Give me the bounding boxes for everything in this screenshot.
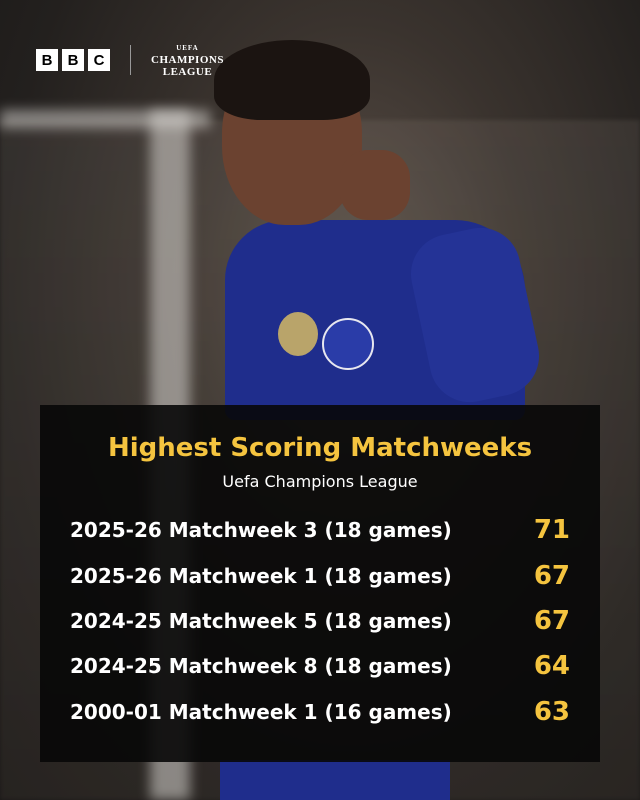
table-row: 2024-25 Matchweek 8 (18 games) 64 xyxy=(70,651,570,681)
player-fist xyxy=(340,150,410,220)
table-row: 2025-26 Matchweek 3 (18 games) 71 xyxy=(70,515,570,545)
ucl-logo-top: UEFA xyxy=(176,44,199,52)
row-label: 2025-26 Matchweek 3 (18 games) xyxy=(70,518,452,542)
ucl-logo-line1: CHAMPIONS xyxy=(151,54,224,66)
row-label: 2024-25 Matchweek 8 (18 games) xyxy=(70,654,452,678)
table-row: 2024-25 Matchweek 5 (18 games) 67 xyxy=(70,606,570,636)
player-shorts xyxy=(220,760,450,800)
row-goals: 63 xyxy=(533,697,570,727)
row-goals: 67 xyxy=(533,606,570,636)
panel-title: Highest Scoring Matchweeks xyxy=(107,433,533,463)
table-row: 2025-26 Matchweek 1 (18 games) 67 xyxy=(70,561,570,591)
champions-league-logo: UEFA CHAMPIONS LEAGUE xyxy=(151,42,224,78)
table-row: 2000-01 Matchweek 1 (16 games) 63 xyxy=(70,697,570,727)
row-label: 2025-26 Matchweek 1 (18 games) xyxy=(70,564,452,588)
ucl-logo-line2: LEAGUE xyxy=(162,66,213,78)
row-goals: 71 xyxy=(533,515,570,545)
bbc-logo-letter: C xyxy=(88,49,110,71)
logo-divider xyxy=(130,45,131,75)
panel-subtitle: Uefa Champions League xyxy=(222,472,418,491)
bbc-logo-letter: B xyxy=(36,49,58,71)
bbc-logo-letter: B xyxy=(62,49,84,71)
bbc-logo: B B C xyxy=(36,49,110,71)
player-hair xyxy=(214,40,370,120)
header-logos: B B C UEFA CHAMPIONS LEAGUE xyxy=(36,42,224,78)
club-crest-icon xyxy=(322,318,374,370)
champions-badge-icon xyxy=(278,312,318,356)
row-label: 2024-25 Matchweek 5 (18 games) xyxy=(70,609,452,633)
row-goals: 64 xyxy=(533,651,570,681)
row-goals: 67 xyxy=(533,561,570,591)
stats-panel: Highest Scoring Matchweeks Uefa Champion… xyxy=(40,405,600,762)
row-label: 2000-01 Matchweek 1 (16 games) xyxy=(70,700,452,724)
